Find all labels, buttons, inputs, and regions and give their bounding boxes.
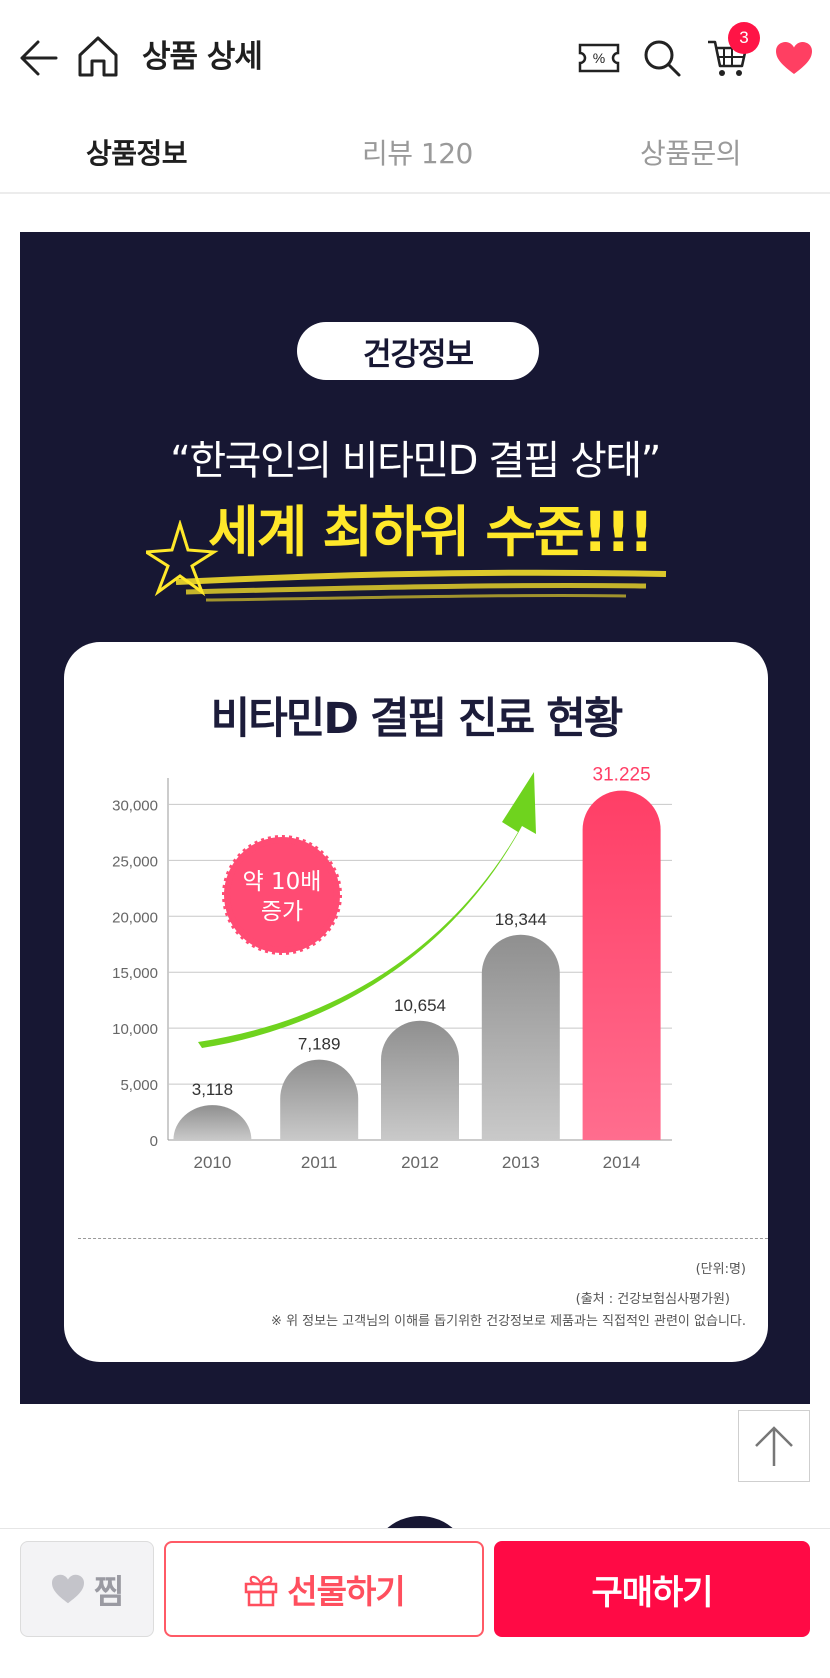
y-tick-label: 15,000 [112, 965, 158, 982]
heart-outline-icon [51, 1574, 84, 1604]
coupon-percent-text: % [593, 50, 605, 66]
top-app-bar: 상품 상세 % 3 [0, 0, 830, 112]
value-label-2011: 7,189 [298, 1035, 341, 1054]
bar-2013 [481, 934, 560, 1140]
tab-product-info[interactable]: 상품정보 [86, 137, 188, 170]
y-tick-label: 5,000 [120, 1077, 158, 1094]
back-arrow-icon[interactable] [14, 34, 62, 82]
disclaimer-note: ※ 위 정보는 고객님의 이해를 돕기위한 건강정보로 제품과는 직접적인 관련… [271, 1314, 746, 1329]
x-tick-label: 2013 [502, 1153, 540, 1172]
x-tick-label: 2012 [401, 1153, 439, 1172]
search-icon[interactable] [638, 34, 686, 82]
home-icon[interactable] [74, 32, 122, 80]
unit-label: (단위:명) [695, 1262, 746, 1277]
bar-chart: 30,000 25,000 20,000 15,000 10,000 5,000 0 3,11… [112, 765, 672, 1172]
tab-reviews[interactable]: 리뷰 120 [362, 137, 473, 170]
gift-icon [245, 1575, 278, 1607]
wish-label: 찜 [93, 1572, 125, 1611]
tab-product-inquiry[interactable]: 상품문의 [640, 137, 742, 170]
value-label-2013: 18,344 [495, 910, 547, 929]
star-underline-scribble [146, 520, 667, 602]
buy-button[interactable]: 구매하기 [494, 1541, 810, 1637]
product-tabs: 상품정보 리뷰 120 상품문의 [0, 112, 830, 194]
x-tick-label: 2011 [301, 1153, 338, 1172]
y-tick-label: 20,000 [112, 909, 158, 926]
growth-badge-line1: 약 10배 [243, 869, 322, 895]
bar-2010 [173, 1105, 252, 1140]
value-label-2012: 10,654 [394, 996, 446, 1015]
growth-badge: 약 10배 증가 [222, 835, 342, 955]
bar-2014 [582, 790, 661, 1140]
value-label-2014: 31.225 [593, 765, 651, 786]
heart-icon[interactable] [770, 34, 818, 82]
y-tick-label: 30,000 [112, 797, 158, 814]
banner-headline: 세계 최하위 수준!!! [208, 500, 654, 564]
arrow-up-icon [755, 1426, 793, 1466]
page-title: 상품 상세 [142, 39, 263, 75]
coupon-icon[interactable]: % [576, 38, 622, 78]
scroll-to-top-button[interactable] [738, 1410, 810, 1482]
bar-2011 [280, 1059, 359, 1140]
wish-button[interactable]: 찜 [20, 1541, 154, 1637]
value-label-2010: 3,118 [192, 1080, 233, 1099]
chart-card: 비타민D 결핍 진료 현황 30,000 25,000 20,000 15,000 10… [64, 642, 768, 1362]
gift-label: 선물하기 [287, 1572, 405, 1611]
bar-2012 [381, 1020, 459, 1140]
divider [78, 1238, 768, 1239]
y-tick-label: 10,000 [112, 1021, 158, 1038]
growth-badge-line2: 증가 [261, 899, 303, 925]
cart-count-badge: 3 [728, 22, 760, 54]
y-tick-label: 25,000 [112, 853, 158, 870]
chart-title: 비타민D 결핍 진료 현황 [210, 694, 624, 744]
banner-quote: “한국인의 비타민D 결핍 상태” [170, 438, 661, 484]
x-tick-label: 2014 [603, 1153, 641, 1172]
bottom-action-bar: 찜 선물하기 구매하기 [0, 1528, 830, 1678]
gift-button[interactable]: 선물하기 [164, 1541, 484, 1637]
x-tick-label: 2010 [193, 1153, 231, 1172]
source-label: (출처 : 건강보험심사평가원) [575, 1292, 730, 1307]
health-info-pill: 건강정보 [297, 322, 539, 380]
y-tick-label: 0 [150, 1133, 158, 1150]
product-detail-banner: 건강정보 “한국인의 비타민D 결핍 상태” 세계 최하위 수준!!! 비타민D… [20, 232, 810, 1404]
